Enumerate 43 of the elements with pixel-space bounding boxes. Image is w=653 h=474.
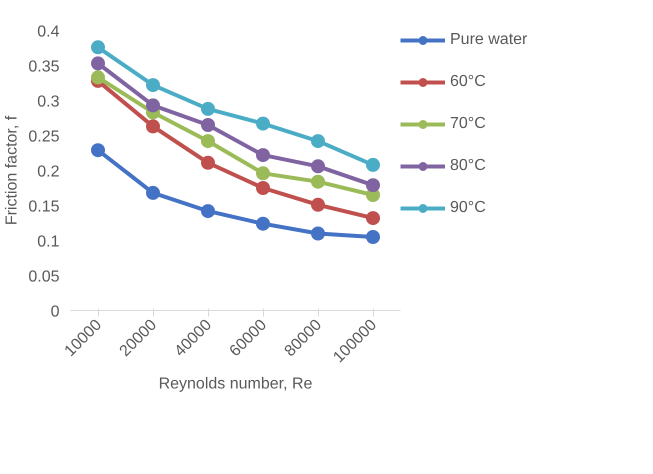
point <box>201 156 215 170</box>
point <box>91 70 105 84</box>
point <box>201 134 215 148</box>
point <box>256 181 270 195</box>
point <box>256 148 270 162</box>
point <box>311 134 325 148</box>
point <box>256 166 270 180</box>
point <box>366 158 380 172</box>
legend-label: 90°C <box>450 199 486 217</box>
y-tick-label: 0.3 <box>37 94 60 110</box>
point <box>201 118 215 132</box>
legend-label: Pure water <box>450 31 528 49</box>
point <box>311 226 325 240</box>
legend-label: 70°C <box>450 115 486 133</box>
point <box>256 116 270 131</box>
point <box>311 198 325 212</box>
point <box>366 211 380 226</box>
point <box>311 174 325 189</box>
point <box>146 98 160 112</box>
point <box>201 204 215 218</box>
point <box>91 143 105 158</box>
point <box>201 102 215 116</box>
x-axis-title: Reynolds number, Re <box>158 376 313 393</box>
point <box>91 40 105 54</box>
y-tick-label: 0 <box>50 304 60 320</box>
point <box>366 230 380 244</box>
y-tick-label: 0.1 <box>37 234 60 250</box>
point <box>91 56 105 70</box>
y-tick-label: 0.2 <box>37 164 60 180</box>
legend-label: 80°C <box>450 157 486 175</box>
y-tick-label: 0.05 <box>28 268 60 286</box>
point <box>146 186 160 200</box>
point <box>146 119 160 134</box>
point <box>256 216 270 231</box>
y-tick-label: 0.25 <box>28 128 60 146</box>
point <box>311 159 325 174</box>
y-axis-title: Friction factor, f <box>3 115 20 226</box>
y-tick-label: 0.4 <box>37 24 60 40</box>
y-tick-label: 0.35 <box>28 58 60 76</box>
legend-label: 60°C <box>450 73 486 91</box>
y-tick-label: 0.15 <box>28 198 60 216</box>
point <box>146 78 160 92</box>
point <box>366 178 380 192</box>
